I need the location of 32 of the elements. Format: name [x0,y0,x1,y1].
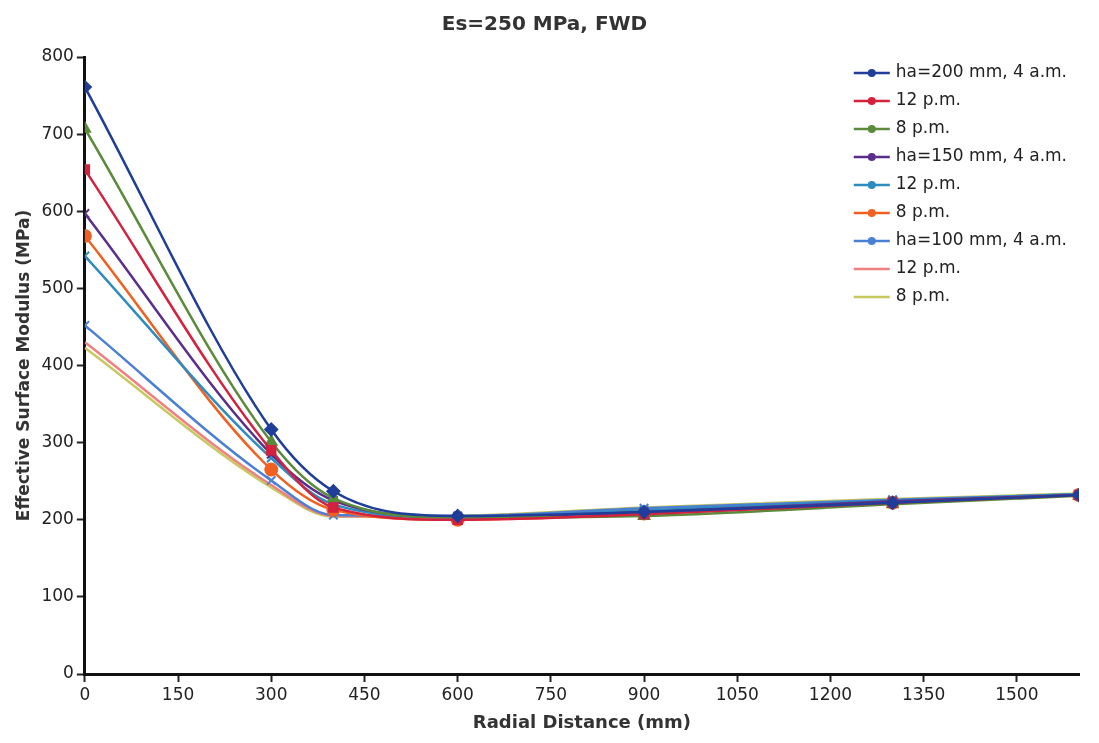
x-tick-label: 450 [348,683,381,704]
x-tick-label: 750 [534,683,568,704]
legend-label: ha=150 mm, 4 a.m. [895,145,1068,166]
y-axis-title: Effective Surface Modulus (MPa) [12,209,33,522]
legend-label: ha=100 mm, 4 a.m. [895,229,1068,250]
legend-label: 12 p.m. [895,173,961,194]
x-tick-label: 1050 [715,683,759,704]
y-tick-label: 200 [41,508,74,529]
legend-label: 8 p.m. [895,285,951,306]
legend-label: ha=200 mm, 4 a.m. [895,61,1068,82]
x-tick-label: 900 [627,683,661,704]
y-tick-label: 500 [41,276,74,297]
y-tick-label: 800 [41,45,74,66]
legend-label: 8 p.m. [895,117,951,138]
x-tick-label: 1500 [995,683,1039,704]
y-tick-label: 0 [63,662,74,683]
x-tick-label: 300 [255,683,288,704]
x-tick-label: 0 [79,683,91,704]
y-tick-label: 300 [41,431,74,452]
y-tick-label: 100 [41,585,74,606]
x-tick-label: 150 [161,683,195,704]
x-axis-title: Radial Distance (mm) [472,710,691,732]
x-tick-label: 1350 [902,683,946,704]
y-tick-label: 600 [41,199,74,220]
x-tick-label: 600 [441,683,474,704]
x-tick-label: 1200 [808,683,853,704]
legend-label: 12 p.m. [895,89,961,110]
y-tick-label: 700 [41,122,74,143]
chart-title: Es=250 MPa, FWD [441,11,648,36]
legend-label: 12 p.m. [895,257,961,278]
legend-label: 8 p.m. [895,201,951,222]
y-tick-label: 400 [41,353,74,374]
